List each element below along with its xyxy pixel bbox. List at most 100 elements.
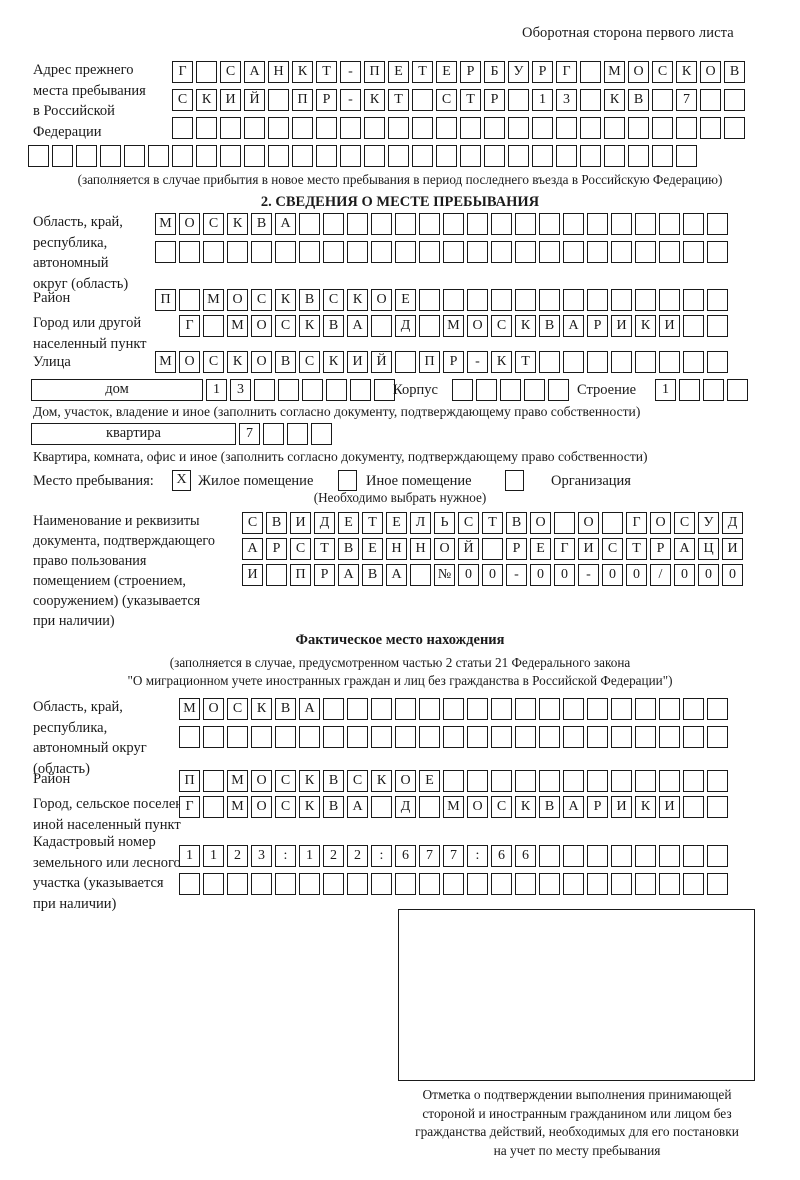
form-cell[interactable]: У bbox=[508, 61, 529, 83]
form-cell[interactable] bbox=[556, 117, 577, 139]
form-cell[interactable] bbox=[227, 726, 248, 748]
form-cell[interactable] bbox=[683, 726, 704, 748]
form-cell[interactable] bbox=[419, 698, 440, 720]
form-cell[interactable]: Е bbox=[362, 538, 383, 560]
form-cell[interactable] bbox=[659, 726, 680, 748]
form-cell[interactable] bbox=[179, 289, 200, 311]
form-cell[interactable] bbox=[203, 770, 224, 792]
form-cell[interactable] bbox=[155, 241, 176, 263]
form-cell[interactable] bbox=[587, 845, 608, 867]
form-cell[interactable] bbox=[727, 379, 748, 401]
form-cell[interactable]: О bbox=[251, 770, 272, 792]
form-cell[interactable] bbox=[251, 873, 272, 895]
form-cell[interactable] bbox=[587, 873, 608, 895]
form-cell[interactable] bbox=[275, 726, 296, 748]
form-cell[interactable] bbox=[299, 213, 320, 235]
form-cell[interactable]: В bbox=[539, 796, 560, 818]
form-cell[interactable]: К bbox=[196, 89, 217, 111]
form-cell[interactable] bbox=[635, 698, 656, 720]
form-cell[interactable]: : bbox=[467, 845, 488, 867]
form-cell[interactable] bbox=[707, 770, 728, 792]
form-cell[interactable] bbox=[580, 145, 601, 167]
form-cell[interactable]: О bbox=[700, 61, 721, 83]
form-cell[interactable]: - bbox=[340, 61, 361, 83]
form-cell[interactable]: 2 bbox=[227, 845, 248, 867]
form-cell[interactable]: В bbox=[724, 61, 745, 83]
form-cell[interactable]: Т bbox=[316, 61, 337, 83]
form-cell[interactable]: Н bbox=[386, 538, 407, 560]
form-cell[interactable]: М bbox=[155, 351, 176, 373]
form-cell[interactable] bbox=[347, 241, 368, 263]
form-cell[interactable]: Д bbox=[395, 796, 416, 818]
form-cell[interactable]: Е bbox=[530, 538, 551, 560]
form-cell[interactable] bbox=[443, 213, 464, 235]
form-cell[interactable] bbox=[580, 117, 601, 139]
form-cell[interactable]: В bbox=[323, 796, 344, 818]
form-cell[interactable] bbox=[419, 241, 440, 263]
form-cell[interactable]: Д bbox=[314, 512, 335, 534]
checkbox-other-premises[interactable] bbox=[338, 470, 357, 491]
form-cell[interactable] bbox=[28, 145, 49, 167]
form-cell[interactable]: В bbox=[338, 538, 359, 560]
form-cell[interactable]: К bbox=[299, 770, 320, 792]
form-cell[interactable] bbox=[371, 698, 392, 720]
form-cell[interactable]: 0 bbox=[722, 564, 743, 586]
form-cell[interactable]: М bbox=[443, 315, 464, 337]
form-cell[interactable]: С bbox=[242, 512, 263, 534]
form-cell[interactable]: 7 bbox=[239, 423, 260, 445]
form-cell[interactable]: С bbox=[251, 289, 272, 311]
form-cell[interactable] bbox=[275, 873, 296, 895]
form-cell[interactable] bbox=[227, 873, 248, 895]
form-cell[interactable] bbox=[683, 698, 704, 720]
form-cell[interactable]: П bbox=[290, 564, 311, 586]
form-cell[interactable]: О bbox=[251, 351, 272, 373]
form-cell[interactable] bbox=[371, 241, 392, 263]
form-cell[interactable] bbox=[484, 145, 505, 167]
form-cell[interactable]: Й bbox=[371, 351, 392, 373]
form-cell[interactable]: С bbox=[290, 538, 311, 560]
form-cell[interactable]: С bbox=[172, 89, 193, 111]
form-cell[interactable] bbox=[539, 770, 560, 792]
form-cell[interactable]: 1 bbox=[206, 379, 227, 401]
form-cell[interactable]: 1 bbox=[203, 845, 224, 867]
form-cell[interactable] bbox=[539, 845, 560, 867]
form-cell[interactable]: 0 bbox=[626, 564, 647, 586]
form-cell[interactable] bbox=[278, 379, 299, 401]
form-cell[interactable]: : bbox=[371, 845, 392, 867]
form-cell[interactable]: М bbox=[179, 698, 200, 720]
form-cell[interactable]: К bbox=[275, 289, 296, 311]
form-cell[interactable] bbox=[611, 873, 632, 895]
form-cell[interactable] bbox=[580, 61, 601, 83]
actual-region-row-2[interactable] bbox=[179, 726, 728, 748]
form-cell[interactable] bbox=[580, 89, 601, 111]
form-cell[interactable]: Г bbox=[179, 796, 200, 818]
form-cell[interactable]: И bbox=[611, 315, 632, 337]
form-cell[interactable] bbox=[563, 351, 584, 373]
form-cell[interactable]: А bbox=[347, 315, 368, 337]
form-cell[interactable]: Й bbox=[458, 538, 479, 560]
form-cell[interactable]: Т bbox=[515, 351, 536, 373]
form-cell[interactable] bbox=[419, 315, 440, 337]
form-cell[interactable]: Н bbox=[268, 61, 289, 83]
form-cell[interactable] bbox=[628, 145, 649, 167]
form-cell[interactable]: А bbox=[244, 61, 265, 83]
form-cell[interactable]: С bbox=[275, 315, 296, 337]
form-cell[interactable] bbox=[724, 117, 745, 139]
form-cell[interactable]: Е bbox=[395, 289, 416, 311]
form-cell[interactable]: 1 bbox=[532, 89, 553, 111]
form-cell[interactable]: 2 bbox=[347, 845, 368, 867]
form-cell[interactable] bbox=[419, 289, 440, 311]
form-cell[interactable]: И bbox=[611, 796, 632, 818]
form-cell[interactable] bbox=[467, 726, 488, 748]
form-cell[interactable]: С bbox=[674, 512, 695, 534]
form-cell[interactable]: 6 bbox=[515, 845, 536, 867]
form-cell[interactable] bbox=[227, 241, 248, 263]
form-cell[interactable]: П bbox=[179, 770, 200, 792]
form-cell[interactable] bbox=[436, 145, 457, 167]
form-cell[interactable] bbox=[395, 351, 416, 373]
form-cell[interactable]: К bbox=[251, 698, 272, 720]
form-cell[interactable]: Б bbox=[484, 61, 505, 83]
